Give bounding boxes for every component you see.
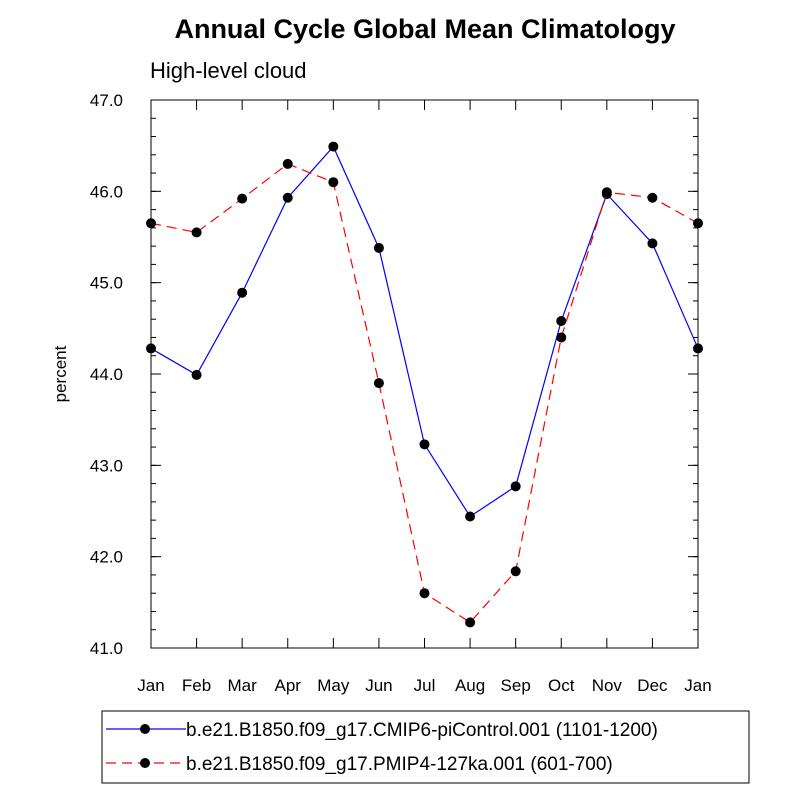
series-1-point [465, 511, 476, 522]
y-tick-label: 46.0 [90, 182, 123, 201]
legend-items: b.e21.B1850.f09_g17.CMIP6-piControl.001 … [106, 720, 658, 775]
series-1-point [146, 343, 156, 354]
series-2-point [465, 617, 476, 628]
y-tick-label: 43.0 [90, 456, 123, 475]
series-2-point [282, 158, 293, 169]
series-2-point [419, 588, 430, 599]
x-tick-label: Apr [275, 676, 302, 695]
y-tick-label: 45.0 [90, 274, 123, 293]
legend-marker-2 [140, 758, 150, 768]
series-2-point [191, 227, 202, 238]
y-tick-label: 42.0 [90, 548, 123, 567]
series-2-point [601, 187, 612, 198]
x-tick-label: Nov [592, 676, 623, 695]
series-1-point [282, 192, 293, 203]
series-1-point [191, 369, 202, 380]
series-1-point [647, 238, 658, 249]
series-1-point [693, 343, 703, 354]
x-tick-label: Aug [455, 676, 485, 695]
series-1-point [419, 439, 430, 450]
series-1-point [556, 316, 567, 327]
x-tick-label: Jul [414, 676, 436, 695]
legend-label-2: b.e21.B1850.f09_g17.PMIP4-127ka.001 (601… [186, 754, 613, 775]
series-1-point [237, 287, 248, 298]
y-axis-label: percent [51, 345, 70, 402]
series-2-point [328, 177, 339, 188]
series-1-point [510, 481, 521, 492]
x-tick-label: Jan [684, 676, 711, 695]
chart-title: Annual Cycle Global Mean Climatology [174, 14, 675, 44]
series-line-2 [150, 163, 699, 624]
plot-frame [150, 99, 699, 649]
x-tick-label: Mar [228, 676, 258, 695]
y-tick-label: 44.0 [90, 365, 123, 384]
axis-ticks: 41.0 42.0 43.0 44.0 45.0 46.0 47.0 Jan Feb Mar Apr… [90, 91, 712, 695]
series-2-point [146, 218, 156, 229]
series-2-point [556, 332, 567, 343]
x-tick-label: Jan [137, 676, 164, 695]
x-tick-label: Dec [637, 676, 668, 695]
x-tick-label: May [317, 676, 350, 695]
y-tick-label: 47.0 [90, 91, 123, 110]
series-2-point [510, 566, 521, 577]
series-2-point [647, 192, 658, 203]
x-tick-label: Jun [365, 676, 392, 695]
x-tick-label: Feb [182, 676, 211, 695]
x-tick-label: Sep [501, 676, 531, 695]
series-1-point [373, 242, 384, 253]
y-tick-label: 41.0 [90, 639, 123, 658]
x-tick-label: Oct [548, 676, 575, 695]
series-1-point [328, 141, 339, 152]
legend-marker-1 [140, 724, 150, 734]
legend-box [101, 710, 750, 784]
series-2-point [373, 378, 384, 389]
chart-subtitle: High-level cloud [150, 58, 307, 83]
series-line-1 [150, 145, 699, 518]
series-2-point [237, 193, 248, 204]
legend-label-1: b.e21.B1850.f09_g17.CMIP6-piControl.001 … [186, 720, 658, 741]
series-2-point [693, 218, 703, 229]
series-layer [146, 141, 703, 628]
legend: b.e21.B1850.f09_g17.CMIP6-piControl.001 … [101, 710, 750, 784]
